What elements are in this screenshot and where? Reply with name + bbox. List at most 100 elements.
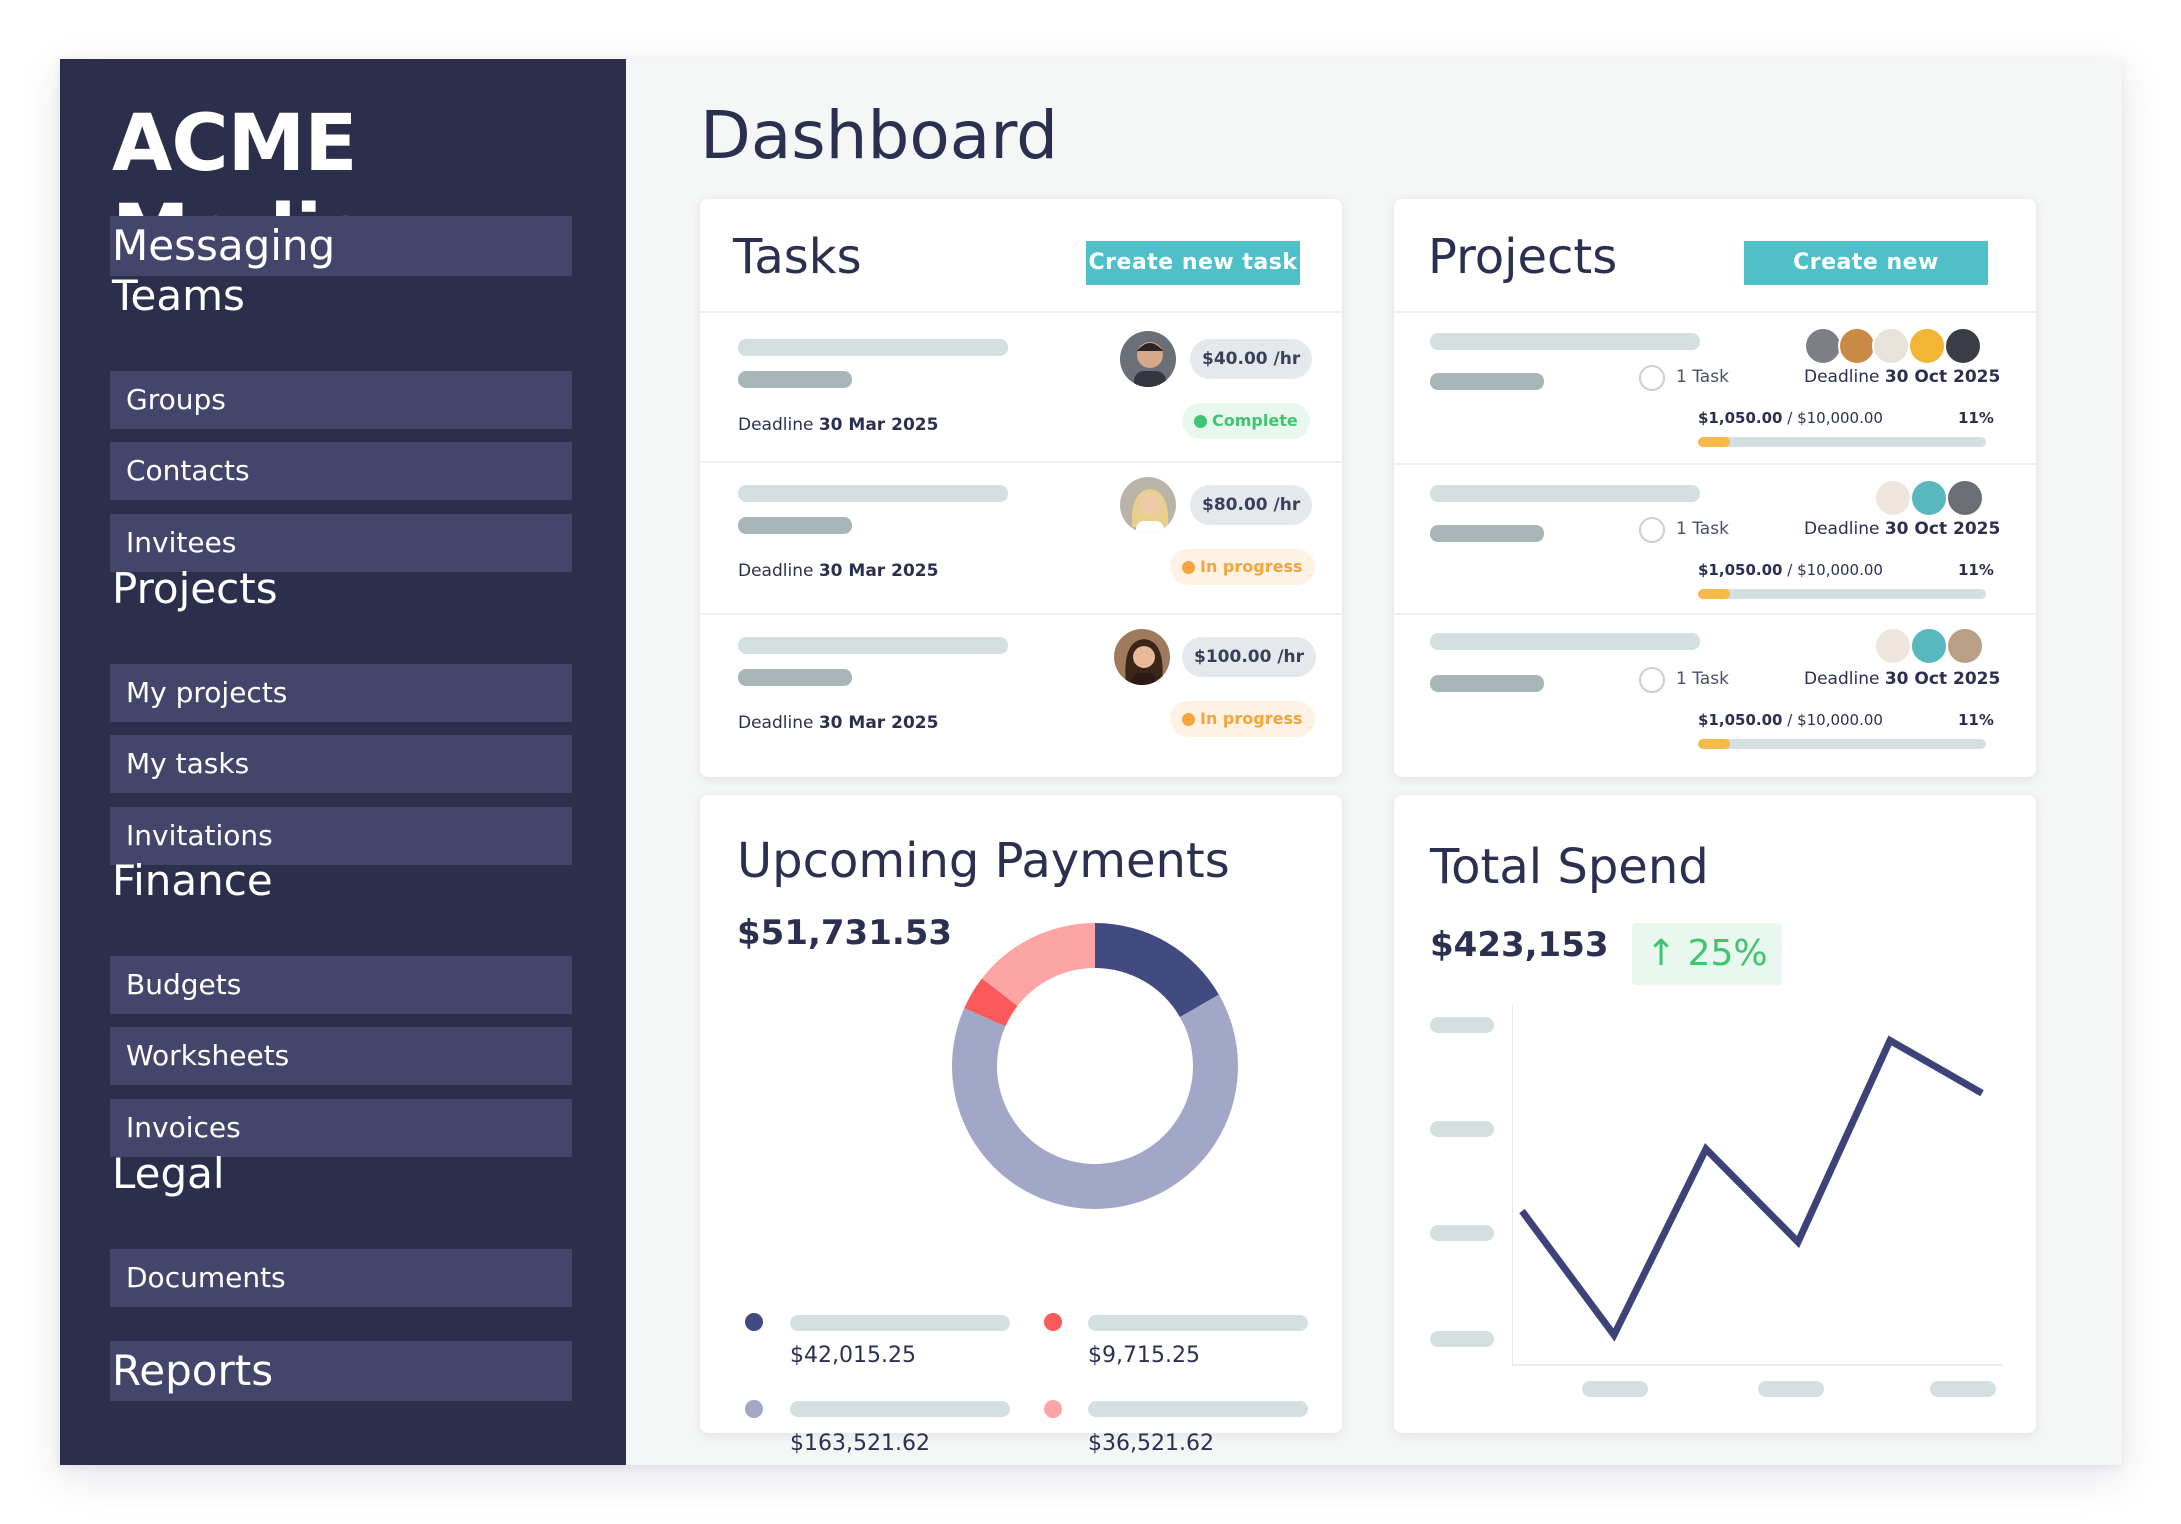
- legend-value: $42,015.25: [790, 1343, 916, 1368]
- task-deadline: Deadline 30 Mar 2025: [738, 713, 939, 733]
- project-subtitle-placeholder: [1430, 675, 1544, 692]
- sidebar-item-invitations[interactable]: Invitations: [110, 807, 572, 865]
- task-row[interactable]: Deadline 30 Mar 2025 $100.00 /hr In prog…: [700, 615, 1342, 765]
- avatar: [1118, 475, 1178, 535]
- growth-badge: ↑ 25%: [1632, 923, 1782, 985]
- project-divider: [1394, 613, 2036, 615]
- create-project-button[interactable]: Create new project: [1744, 241, 1988, 319]
- sidebar-item-groups[interactable]: Groups: [110, 371, 572, 429]
- status-badge: In progress: [1170, 549, 1315, 585]
- check-icon: [1639, 517, 1665, 543]
- project-divider: [1394, 463, 2036, 465]
- avatar: [1944, 327, 1982, 365]
- sidebar-item-documents[interactable]: Documents: [110, 1249, 572, 1307]
- task-subtitle-placeholder: [738, 517, 852, 534]
- status-dot: [1194, 415, 1207, 428]
- legend-dot: [1044, 1400, 1062, 1418]
- projects-header-divider: [1394, 311, 2036, 313]
- legend-value: $9,715.25: [1088, 1343, 1200, 1368]
- task-divider: [700, 613, 1342, 615]
- project-task-count: 1 Task: [1676, 367, 1729, 387]
- task-rate-badge: $80.00 /hr: [1190, 485, 1313, 525]
- avatar: [1112, 627, 1172, 687]
- avatar: [1118, 329, 1178, 389]
- donut-slice: [1095, 923, 1219, 1018]
- y-tick-placeholder: [1430, 1331, 1494, 1347]
- project-row[interactable]: 1 Task Deadline 30 Oct 2025 $1,050.00 / …: [1394, 313, 2036, 463]
- status-dot: [1182, 561, 1195, 574]
- tasks-card: Tasks Create new task Deadline 30 Mar 20…: [700, 199, 1342, 777]
- progress-fill: [1698, 739, 1730, 749]
- task-title-placeholder: [738, 637, 1008, 654]
- avatar: [1908, 327, 1946, 365]
- task-row[interactable]: Deadline 30 Mar 2025 $80.00 /hr In progr…: [700, 463, 1342, 611]
- x-tick-placeholder: [1582, 1381, 1648, 1397]
- sidebar-item-messaging[interactable]: Messaging: [110, 216, 572, 276]
- avatar: [1838, 327, 1876, 365]
- sidebar-item-budgets[interactable]: Budgets: [110, 956, 572, 1014]
- spend-total: $423,153: [1430, 925, 1609, 965]
- sidebar-item-invoices[interactable]: Invoices: [110, 1099, 572, 1157]
- payments-title: Upcoming Payments: [737, 833, 1230, 889]
- project-row[interactable]: 1 Task Deadline 30 Oct 2025 $1,050.00 / …: [1394, 615, 2036, 765]
- avatar: [1804, 327, 1842, 365]
- avatar: [1910, 627, 1948, 665]
- avatar-group: [1804, 327, 1990, 367]
- task-rate-badge: $40.00 /hr: [1190, 339, 1313, 379]
- donut-slice: [952, 994, 1238, 1209]
- project-title-placeholder: [1430, 633, 1700, 650]
- avatar: [1874, 479, 1912, 517]
- project-task-count: 1 Task: [1676, 669, 1729, 689]
- project-row[interactable]: 1 Task Deadline 30 Oct 2025 $1,050.00 / …: [1394, 465, 2036, 613]
- avatar: [1946, 479, 1984, 517]
- legend-dot: [745, 1313, 763, 1331]
- project-progress-bar: [1698, 589, 1986, 599]
- task-row[interactable]: Deadline 30 Mar 2025 $40.00 /hr Complete: [700, 313, 1342, 461]
- task-subtitle-placeholder: [738, 371, 852, 388]
- avatar-group: [1874, 627, 1994, 667]
- sidebar-item-worksheets[interactable]: Worksheets: [110, 1027, 572, 1085]
- spend-line-chart: [1512, 1005, 2002, 1366]
- sidebar-item-invitees[interactable]: Invitees: [110, 514, 572, 572]
- progress-fill: [1698, 589, 1730, 599]
- sidebar-heading-finance: Finance: [112, 856, 273, 905]
- project-deadline: Deadline 30 Oct 2025: [1804, 669, 2001, 689]
- sidebar-item-my-projects[interactable]: My projects: [110, 664, 572, 722]
- task-subtitle-placeholder: [738, 669, 852, 686]
- sidebar-heading-teams: Teams: [112, 271, 245, 320]
- legend-label-placeholder: [790, 1315, 1010, 1331]
- project-task-count: 1 Task: [1676, 519, 1729, 539]
- progress-fill: [1698, 437, 1730, 447]
- create-task-button[interactable]: Create new task: [1086, 241, 1300, 285]
- donut-slice: [981, 923, 1095, 1006]
- project-subtitle-placeholder: [1430, 373, 1544, 390]
- tasks-title: Tasks: [733, 229, 862, 285]
- avatar: [1946, 627, 1984, 665]
- legend-value: $36,521.62: [1088, 1431, 1214, 1456]
- spend-series-line: [1519, 1035, 1984, 1342]
- project-percent: 11%: [1958, 409, 1994, 427]
- task-divider: [700, 461, 1342, 463]
- total-spend-card: Total Spend $423,153 ↑ 25%: [1394, 795, 2036, 1433]
- x-tick-placeholder: [1930, 1381, 1996, 1397]
- app-window: ACME Media Messaging Teams Groups Contac…: [60, 59, 2122, 1465]
- status-badge: Complete: [1182, 403, 1310, 439]
- sidebar-item-contacts[interactable]: Contacts: [110, 442, 572, 500]
- project-budget: $1,050.00 / $10,000.00: [1698, 561, 1883, 579]
- sidebar-item-reports[interactable]: Reports: [110, 1341, 572, 1401]
- check-icon: [1639, 365, 1665, 391]
- upcoming-payments-card: Upcoming Payments $51,731.53 $42,015.25 …: [700, 795, 1342, 1456]
- project-title-placeholder: [1430, 485, 1700, 502]
- legend-value: $163,521.62: [790, 1431, 930, 1456]
- sidebar-heading-projects: Projects: [112, 564, 278, 613]
- arrow-up-icon: ↑: [1646, 933, 1677, 974]
- spend-title: Total Spend: [1430, 839, 1709, 895]
- tasks-header-divider: [700, 311, 1342, 313]
- sidebar: ACME Media Messaging Teams Groups Contac…: [60, 59, 626, 1465]
- x-tick-placeholder: [1758, 1381, 1824, 1397]
- y-tick-placeholder: [1430, 1017, 1494, 1033]
- project-subtitle-placeholder: [1430, 525, 1544, 542]
- sidebar-item-my-tasks[interactable]: My tasks: [110, 735, 572, 793]
- y-tick-placeholder: [1430, 1121, 1494, 1137]
- task-rate-badge: $100.00 /hr: [1182, 637, 1317, 677]
